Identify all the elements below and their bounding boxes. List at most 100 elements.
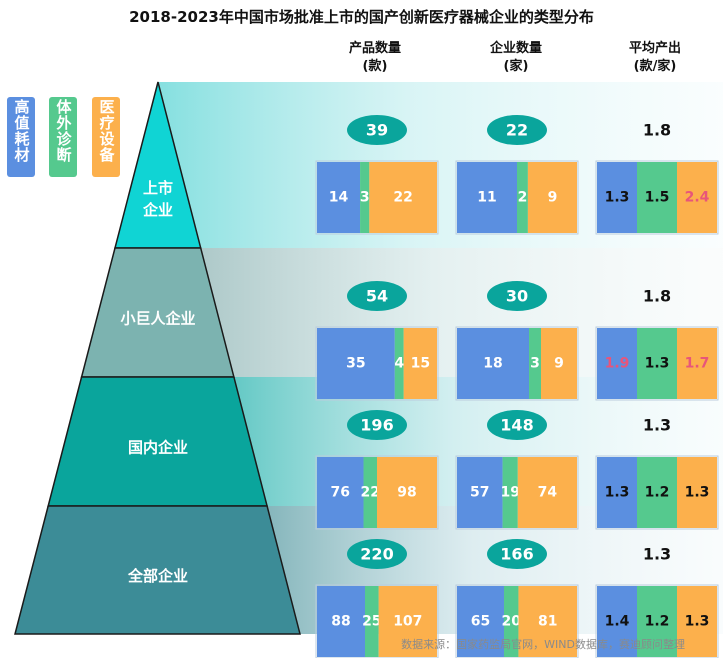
bar-segment-avg-1-1 [597,162,637,233]
bar-label-avg-4-3: 1.3 [685,614,710,630]
bar-segment-products-4-2 [365,586,379,657]
bar-label-companies-4-2: 20 [501,614,521,630]
bar-segment-products-3-1 [317,457,364,528]
bar-segment-companies-2-3 [541,328,577,399]
bar-segment-avg-2-3 [677,328,717,399]
total-value-companies-3: 148 [500,416,533,435]
total-oval-products-4 [347,539,407,569]
bar-segment-products-2-3 [403,328,437,399]
total-oval-companies-2 [487,281,547,311]
bar-frame-products-3 [315,455,439,530]
bar-label-companies-2-2: 3 [530,356,540,372]
bar-segment-companies-4-3 [518,586,577,657]
bar-label-avg-2-2: 1.3 [645,356,670,372]
total-oval-companies-4 [487,539,547,569]
bar-label-avg-1-2: 1.5 [645,190,670,206]
bar-frame-companies-3 [455,455,579,530]
total-value-products-4: 220 [360,545,393,564]
bar-segment-companies-3-2 [502,457,518,528]
total-value-products-1: 39 [366,121,388,140]
bar-segment-companies-4-1 [457,586,504,657]
pyramid-label-1-line2: 企业 [142,201,173,219]
bar-frame-companies-1 [455,160,579,235]
bar-label-companies-2-1: 18 [483,356,502,372]
bar-segment-avg-2-2 [637,328,677,399]
column-header-average-unit: (款/家) [633,59,677,74]
total-oval-companies-1 [487,115,547,145]
bar-segment-companies-2-1 [457,328,529,399]
total-value-companies-2: 30 [506,287,528,306]
bar-label-products-1-3: 22 [393,190,412,206]
bar-label-companies-1-3: 9 [548,190,558,206]
bar-frame-companies-4 [455,584,579,658]
bar-frame-products-4 [315,584,439,658]
pyramid-label-4: 全部企业 [127,567,188,585]
bar-segment-avg-4-3 [677,586,717,657]
bar-segment-companies-1-1 [457,162,517,233]
bar-label-avg-1-3: 2.4 [685,190,710,206]
column-header-companies-label: 企业数量 [489,41,542,56]
pyramid-label-3: 国内企业 [128,439,188,457]
total-value-companies-1: 22 [506,121,528,140]
column-header-products: 产品数量 (款) [320,40,430,76]
total-value-companies-4: 166 [500,545,533,564]
bar-frame-avg-1 [595,160,719,235]
bar-label-avg-3-1: 1.3 [605,485,630,501]
bar-segment-products-3-3 [377,457,437,528]
pyramid-label-2: 小巨人企业 [120,310,195,328]
bar-label-products-2-1: 35 [346,356,365,372]
total-value-avg-2: 1.8 [643,287,671,306]
row-band-1 [158,82,723,248]
column-header-average: 平均产出 (款/家) [600,40,710,76]
bar-label-companies-4-1: 65 [471,614,490,630]
bar-segment-companies-3-1 [457,457,503,528]
total-oval-products-1 [347,115,407,145]
bar-segment-companies-1-2 [517,162,528,233]
column-header-companies: 企业数量 (家) [461,40,571,76]
bar-segment-avg-1-3 [677,162,717,233]
bar-label-avg-4-2: 1.2 [645,614,670,630]
bar-segment-companies-2-2 [529,328,541,399]
bar-label-companies-1-1: 11 [477,190,496,206]
total-value-avg-4: 1.3 [643,545,671,564]
bar-segment-products-3-2 [363,457,377,528]
column-header-average-label: 平均产出 [628,41,681,56]
bar-frame-avg-4 [595,584,719,658]
column-header-products-unit: (款) [362,59,388,74]
bar-label-companies-3-2: 19 [500,485,519,501]
bar-label-products-3-3: 98 [397,485,416,501]
bar-frame-avg-3 [595,455,719,530]
bar-label-products-3-1: 76 [331,485,350,501]
bar-segment-avg-3-3 [677,457,717,528]
total-oval-companies-3 [487,410,547,440]
bar-label-avg-1-1: 1.3 [605,190,630,206]
bar-segment-products-1-1 [317,162,361,233]
total-value-products-3: 196 [360,416,393,435]
legend-label-ivd: 体外诊断 [54,99,73,163]
bar-label-companies-3-3: 74 [538,485,558,501]
legend-item-high-value-consumables: 高值耗材 [7,97,35,177]
column-header-companies-unit: (家) [503,59,529,74]
legend-item-ivd: 体外诊断 [49,97,77,177]
bar-segment-products-2-1 [317,328,395,399]
bar-segment-companies-4-2 [503,586,519,657]
pyramid-label-1-line1: 上市 [143,179,173,197]
bar-frame-avg-2 [595,326,719,401]
bar-segment-avg-4-2 [637,586,677,657]
bar-label-products-1-1: 14 [329,190,349,206]
bar-label-companies-1-2: 2 [518,190,528,206]
bar-label-companies-4-3: 81 [538,614,557,630]
total-oval-products-2 [347,281,407,311]
bar-label-products-4-1: 88 [331,614,350,630]
bar-label-avg-3-3: 1.3 [685,485,710,501]
bar-segment-companies-1-3 [527,162,577,233]
bar-label-companies-3-1: 57 [470,485,489,501]
bar-segment-products-4-3 [378,586,437,657]
bar-label-products-1-2: 3 [360,190,370,206]
total-value-avg-1: 1.8 [643,121,671,140]
bar-label-avg-4-1: 1.4 [605,614,630,630]
